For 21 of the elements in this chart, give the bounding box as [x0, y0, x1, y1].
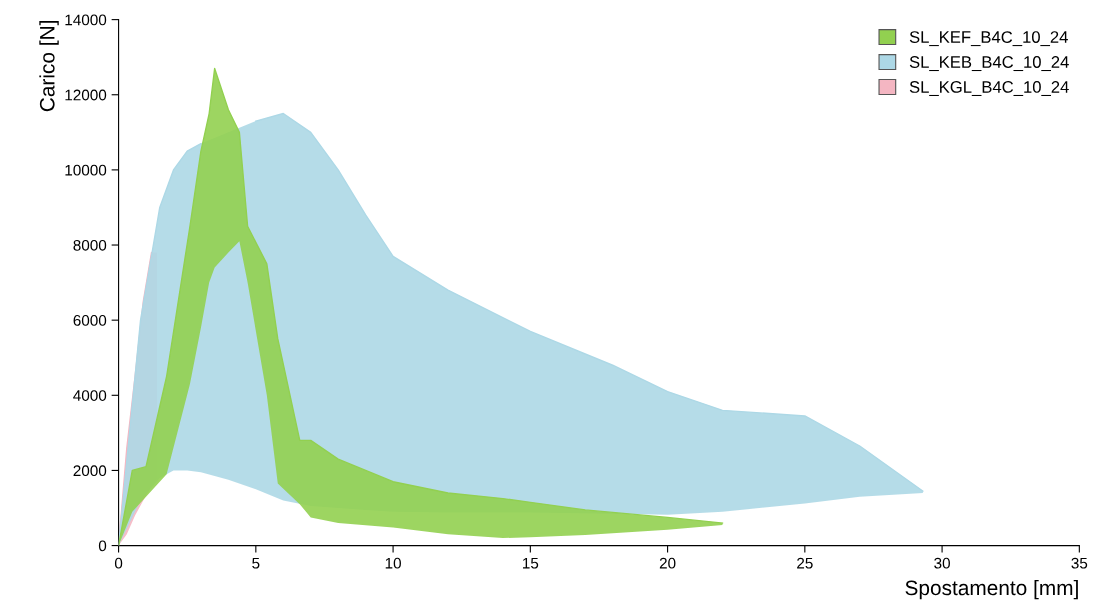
x-tick-label: 5: [252, 557, 260, 569]
legend-label: SL_KGL_B4C_10_24: [909, 81, 1069, 97]
x-tick-label: 35: [1071, 557, 1088, 569]
x-tick-label: 30: [934, 557, 950, 569]
x-tick-label: 0: [114, 557, 123, 569]
x-tick-label: 15: [523, 557, 539, 569]
legend-label: SL_KEB_B4C_10_24: [909, 56, 1069, 72]
y-tick-label: 6000: [73, 315, 107, 326]
legend-label: SL_KEF_B4C_10_24: [909, 31, 1068, 47]
y-tick-label: 2000: [73, 465, 107, 477]
y-tick-label: 8000: [73, 239, 107, 251]
y-tick-label: 10000: [65, 164, 107, 176]
y-tick-label: 12000: [65, 89, 107, 101]
y-tick-label: 4000: [73, 390, 107, 401]
x-tick-label: 25: [797, 557, 813, 569]
y-tick-label: 14000: [65, 14, 107, 26]
x-tick-label: 10: [385, 557, 401, 569]
y-tick-label: 0: [98, 540, 107, 552]
x-tick-label: 20: [659, 557, 676, 569]
x-axis-title: Spostamento [mm]: [905, 579, 1078, 600]
y-axis-title: Carico [N]: [39, 21, 59, 112]
